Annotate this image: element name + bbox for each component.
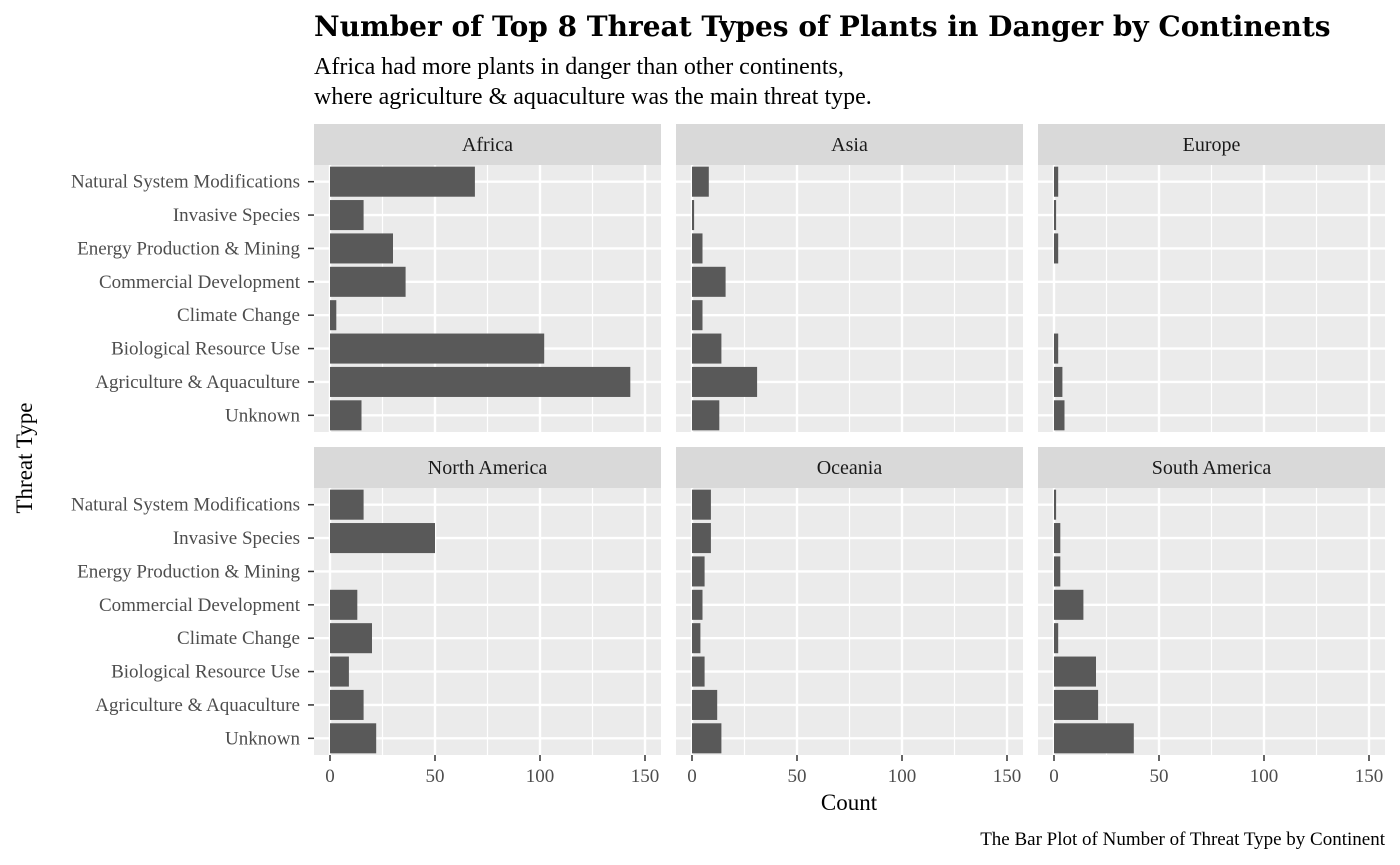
bar-europe-agriculture-and-aquaculture xyxy=(1054,366,1063,397)
x-tick-label-0: 0 xyxy=(325,766,335,787)
bar-europe-unknown xyxy=(1054,400,1065,431)
bar-asia-climate-change xyxy=(692,300,703,331)
panel-oceania: Oceania 0 50 100 150 xyxy=(676,447,1023,787)
y-tick-label-biological-resource-use: Biological Resource Use xyxy=(111,662,300,683)
strip-label-europe: Europe xyxy=(1183,134,1241,156)
bar-oceania-unknown xyxy=(692,723,722,754)
x-axis-title: Count xyxy=(821,790,878,815)
bar-africa-climate-change xyxy=(330,300,337,331)
panel-europe: Europe xyxy=(1038,124,1385,432)
x-tick-label-150: 150 xyxy=(1355,766,1384,787)
bar-south-america-energy-production-and-mining xyxy=(1054,556,1061,587)
y-tick-label-natural-system-modifications: Natural System Modifications xyxy=(71,495,300,516)
bar-south-america-biological-resource-use xyxy=(1054,656,1096,687)
bar-africa-commercial-development xyxy=(330,266,406,297)
panel-asia: Asia xyxy=(676,124,1023,432)
strip-oceania xyxy=(676,447,1023,488)
panel-north-america: North America Natural System Modification… xyxy=(71,447,661,787)
x-tick-label-0: 0 xyxy=(1049,766,1059,787)
panel-south-america: South America 0 50 100 150 xyxy=(1038,447,1385,787)
y-tick-label-invasive-species: Invasive Species xyxy=(173,528,300,549)
strip-label-africa: Africa xyxy=(462,134,513,156)
bar-oceania-biological-resource-use xyxy=(692,656,705,687)
bar-south-america-invasive-species xyxy=(1054,523,1061,554)
y-tick-label-agriculture-and-aquaculture: Agriculture & Aquaculture xyxy=(95,372,300,393)
strip-label-asia: Asia xyxy=(831,134,868,156)
bar-north-america-agriculture-and-aquaculture xyxy=(330,689,364,720)
strip-south-america xyxy=(1038,447,1385,488)
bar-europe-biological-resource-use xyxy=(1054,333,1059,364)
strip-africa xyxy=(314,124,661,165)
bar-north-america-natural-system-modifications xyxy=(330,489,364,520)
y-tick-label-commercial-development: Commercial Development xyxy=(99,595,301,616)
bar-oceania-natural-system-modifications xyxy=(692,489,711,520)
x-tick-label-50: 50 xyxy=(1150,766,1169,787)
bar-europe-natural-system-modifications xyxy=(1054,166,1059,197)
bar-oceania-agriculture-and-aquaculture xyxy=(692,689,718,720)
x-tick-label-100: 100 xyxy=(1250,766,1279,787)
strip-label-oceania: Oceania xyxy=(817,457,883,479)
x-tick-label-50: 50 xyxy=(788,766,807,787)
y-axis-title: Threat Type xyxy=(12,402,37,513)
bar-africa-natural-system-modifications xyxy=(330,166,475,197)
bar-south-america-commercial-development xyxy=(1054,589,1084,620)
x-tick-label-50: 50 xyxy=(426,766,445,787)
y-tick-label-climate-change: Climate Change xyxy=(177,305,300,326)
y-tick-label-invasive-species: Invasive Species xyxy=(173,205,300,226)
chart-subtitle-line-1: Africa had more plants in danger than ot… xyxy=(314,54,844,80)
bar-asia-agriculture-and-aquaculture xyxy=(692,366,758,397)
y-tick-label-commercial-development: Commercial Development xyxy=(99,272,301,293)
bar-europe-energy-production-and-mining xyxy=(1054,233,1059,264)
bar-africa-biological-resource-use xyxy=(330,333,545,364)
bar-oceania-commercial-development xyxy=(692,589,703,620)
strip-label-north-america: North America xyxy=(428,457,548,479)
bar-north-america-commercial-development xyxy=(330,589,358,620)
bar-north-america-climate-change xyxy=(330,623,372,654)
y-tick-label-biological-resource-use: Biological Resource Use xyxy=(111,339,300,360)
bar-asia-biological-resource-use xyxy=(692,333,722,364)
bar-asia-natural-system-modifications xyxy=(692,166,709,197)
x-tick-label-100: 100 xyxy=(888,766,917,787)
bar-south-america-climate-change xyxy=(1054,623,1059,654)
y-tick-label-energy-production-and-mining: Energy Production & Mining xyxy=(77,238,300,259)
bar-oceania-invasive-species xyxy=(692,523,711,554)
bar-north-america-unknown xyxy=(330,723,377,754)
bar-asia-unknown xyxy=(692,400,720,431)
chart-subtitle-line-2: where agriculture & aquaculture was the … xyxy=(314,84,872,110)
bar-europe-invasive-species xyxy=(1054,200,1057,231)
x-tick-label-150: 150 xyxy=(631,766,660,787)
bar-africa-invasive-species xyxy=(330,200,364,231)
x-tick-label-100: 100 xyxy=(526,766,555,787)
panel-africa: Africa Natural System Modifications Invasi… xyxy=(71,124,661,432)
bar-asia-invasive-species xyxy=(692,200,695,231)
chart-title: Number of Top 8 Threat Types of Plants i… xyxy=(314,10,1331,43)
bar-africa-energy-production-and-mining xyxy=(330,233,393,264)
bar-south-america-unknown xyxy=(1054,723,1134,754)
y-tick-label-natural-system-modifications: Natural System Modifications xyxy=(71,172,300,193)
bar-south-america-agriculture-and-aquaculture xyxy=(1054,689,1099,720)
y-tick-label-climate-change: Climate Change xyxy=(177,628,300,649)
bar-oceania-climate-change xyxy=(692,623,701,654)
x-tick-label-150: 150 xyxy=(993,766,1022,787)
bar-asia-commercial-development xyxy=(692,266,726,297)
strip-label-south-america: South America xyxy=(1152,457,1272,479)
bar-north-america-biological-resource-use xyxy=(330,656,349,687)
y-tick-label-unknown: Unknown xyxy=(225,405,300,426)
chart-caption: The Bar Plot of Number of Threat Type by… xyxy=(980,829,1386,850)
bar-africa-agriculture-and-aquaculture xyxy=(330,366,631,397)
strip-asia xyxy=(676,124,1023,165)
y-tick-label-agriculture-and-aquaculture: Agriculture & Aquaculture xyxy=(95,695,300,716)
strip-north-america xyxy=(314,447,661,488)
facet-panels: Africa Natural System Modifications Invasi… xyxy=(71,124,1385,787)
bar-oceania-energy-production-and-mining xyxy=(692,556,705,587)
y-tick-label-energy-production-and-mining: Energy Production & Mining xyxy=(77,561,300,582)
bar-south-america-natural-system-modifications xyxy=(1054,489,1057,520)
y-tick-label-unknown: Unknown xyxy=(225,728,300,749)
x-tick-label-0: 0 xyxy=(687,766,697,787)
bar-africa-unknown xyxy=(330,400,362,431)
strip-europe xyxy=(1038,124,1385,165)
bar-asia-energy-production-and-mining xyxy=(692,233,703,264)
bar-north-america-invasive-species xyxy=(330,523,435,554)
